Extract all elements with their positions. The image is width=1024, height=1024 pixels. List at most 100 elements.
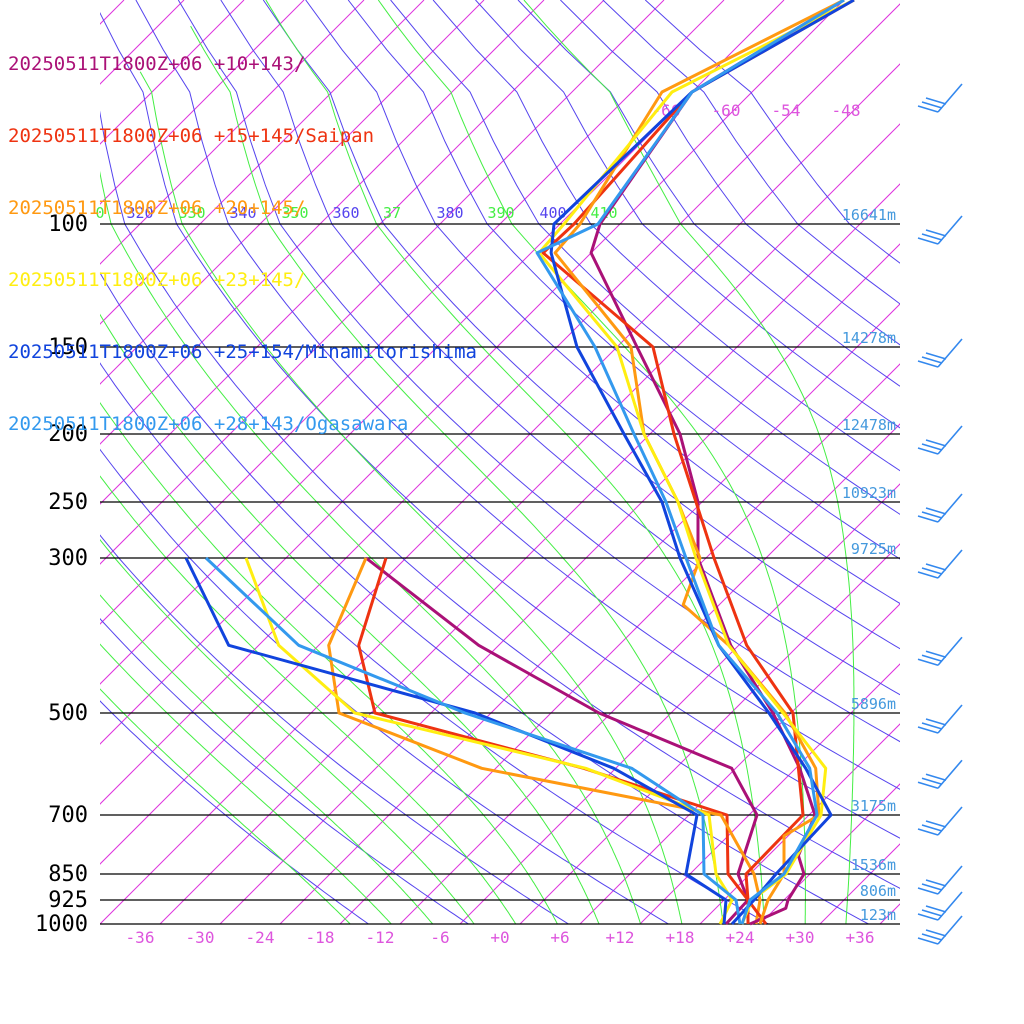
theta-label: 37 bbox=[383, 204, 401, 222]
dry-adiabat-line bbox=[177, 0, 900, 743]
isotherm-line bbox=[100, 0, 785, 685]
wind-barb bbox=[917, 806, 963, 836]
pressure-label: 850 bbox=[48, 862, 88, 887]
dry-adiabat-line bbox=[100, 534, 570, 924]
legend-entry: 20250511T1800Z+06 +10+143/ bbox=[8, 53, 306, 75]
temp-tick-label: -24 bbox=[246, 928, 275, 947]
temp-tick-label: +6 bbox=[550, 928, 569, 947]
theta-label: 0 bbox=[95, 204, 104, 222]
temp-tick-label: -36 bbox=[126, 928, 155, 947]
profile-line-5 bbox=[535, 0, 845, 925]
pressure-label: 200 bbox=[48, 422, 88, 447]
isotherm-line bbox=[100, 3, 900, 805]
isotherm-line bbox=[399, 423, 900, 924]
profile-line-4 bbox=[184, 557, 728, 925]
isotherm-line bbox=[639, 663, 900, 924]
wind-barb bbox=[917, 83, 963, 113]
dry-adiabat-line bbox=[100, 448, 670, 924]
moist-adiabat-line bbox=[100, 475, 517, 924]
isotherm-line bbox=[100, 0, 425, 325]
temp-tick-label: -18 bbox=[306, 928, 335, 947]
isotherm-line bbox=[100, 0, 485, 385]
wind-barb bbox=[917, 215, 963, 245]
wind-barb bbox=[917, 759, 963, 790]
temp-tick-label: +24 bbox=[726, 928, 755, 947]
isotherm-line bbox=[100, 0, 845, 745]
legend-entry: 20250511T1800Z+06 +25+154/Minamitorishim… bbox=[8, 341, 477, 363]
height-label: 1536m bbox=[851, 856, 896, 874]
wind-barb bbox=[917, 915, 963, 945]
isotherm-line bbox=[100, 0, 545, 445]
temp-tick-label: -30 bbox=[186, 928, 215, 947]
height-label: 14278m bbox=[842, 329, 896, 347]
dry-adiabat-line bbox=[475, 0, 900, 429]
moist-adiabat-line bbox=[100, 539, 475, 924]
isotherm-line bbox=[100, 0, 725, 625]
isotherm-line bbox=[879, 903, 900, 924]
isotherm-line bbox=[1000, 0, 1024, 924]
pressure-label: 100 bbox=[48, 212, 88, 237]
pressure-label: 250 bbox=[48, 490, 88, 515]
theta-label: 400 bbox=[539, 204, 566, 222]
upper-temp-label: -54 bbox=[772, 101, 801, 120]
dry-adiabat-line bbox=[100, 110, 900, 889]
pressure-label: 300 bbox=[48, 546, 88, 571]
wind-barb bbox=[917, 425, 963, 455]
dry-adiabat-line bbox=[100, 271, 870, 924]
height-label: 5896m bbox=[851, 695, 896, 713]
moist-adiabat-line bbox=[265, 0, 765, 924]
height-label: 806m bbox=[860, 882, 896, 900]
legend: 20250511T1800Z+06 +10+143/ 20250511T1800… bbox=[8, 4, 477, 460]
dry-adiabat-line bbox=[220, 0, 900, 696]
isotherm-line bbox=[699, 723, 900, 924]
height-label: 3175m bbox=[851, 797, 896, 815]
dry-adiabat-line bbox=[100, 700, 370, 924]
legend-entry: 20250511T1800Z+06 +20+145/ bbox=[8, 197, 306, 219]
profile-line-4 bbox=[549, 0, 855, 926]
dry-adiabat-line bbox=[262, 0, 900, 650]
upper-temp-label: -48 bbox=[832, 101, 861, 120]
wind-barb bbox=[917, 865, 963, 895]
theta-label: 350 bbox=[281, 204, 308, 222]
moist-adiabat-line bbox=[100, 170, 642, 924]
wind-barb bbox=[917, 549, 963, 579]
theta-label: 380 bbox=[436, 204, 463, 222]
height-label: 123m bbox=[860, 906, 896, 924]
wind-barb bbox=[917, 704, 963, 734]
isotherm-line bbox=[100, 0, 365, 265]
isotherm-line bbox=[159, 183, 900, 924]
wind-barb bbox=[917, 493, 963, 523]
pressure-label: 150 bbox=[48, 335, 88, 360]
moist-adiabat-line bbox=[100, 643, 392, 924]
wind-barb bbox=[917, 338, 963, 368]
moist-adiabat-line bbox=[523, 0, 855, 924]
dry-adiabat-line bbox=[100, 617, 470, 924]
temp-tick-label: +0 bbox=[490, 928, 509, 947]
isotherm-line bbox=[100, 0, 605, 505]
temp-tick-label: +12 bbox=[606, 928, 635, 947]
theta-label: 360 bbox=[332, 204, 359, 222]
isotherm-line bbox=[100, 123, 900, 924]
theta-label: 390 bbox=[487, 204, 514, 222]
temp-tick-label: +36 bbox=[846, 928, 875, 947]
profile-line-5 bbox=[204, 556, 742, 925]
profile-line-3 bbox=[537, 0, 855, 925]
wind-barb bbox=[917, 636, 963, 667]
theta-label: 340 bbox=[229, 204, 256, 222]
pressure-label: 925 bbox=[48, 888, 88, 913]
dry-adiabat-line bbox=[347, 0, 900, 560]
temp-tick-label: -12 bbox=[366, 928, 395, 947]
moist-adiabat-line bbox=[100, 313, 600, 924]
moist-adiabat-line bbox=[100, 401, 558, 924]
isotherm-line bbox=[100, 0, 305, 205]
isotherm-line bbox=[100, 63, 900, 865]
dry-adiabat-line bbox=[517, 0, 900, 387]
legend-entry: 20250511T1800Z+06 +28+143/Ogasawara bbox=[8, 413, 409, 435]
isotherm-line bbox=[519, 543, 900, 924]
temp-tick-label: -6 bbox=[430, 928, 449, 947]
dry-adiabat-line bbox=[432, 0, 900, 472]
wind-barb bbox=[917, 891, 963, 921]
theta-label: 320 bbox=[126, 204, 153, 222]
pressure-label: 500 bbox=[48, 701, 88, 726]
